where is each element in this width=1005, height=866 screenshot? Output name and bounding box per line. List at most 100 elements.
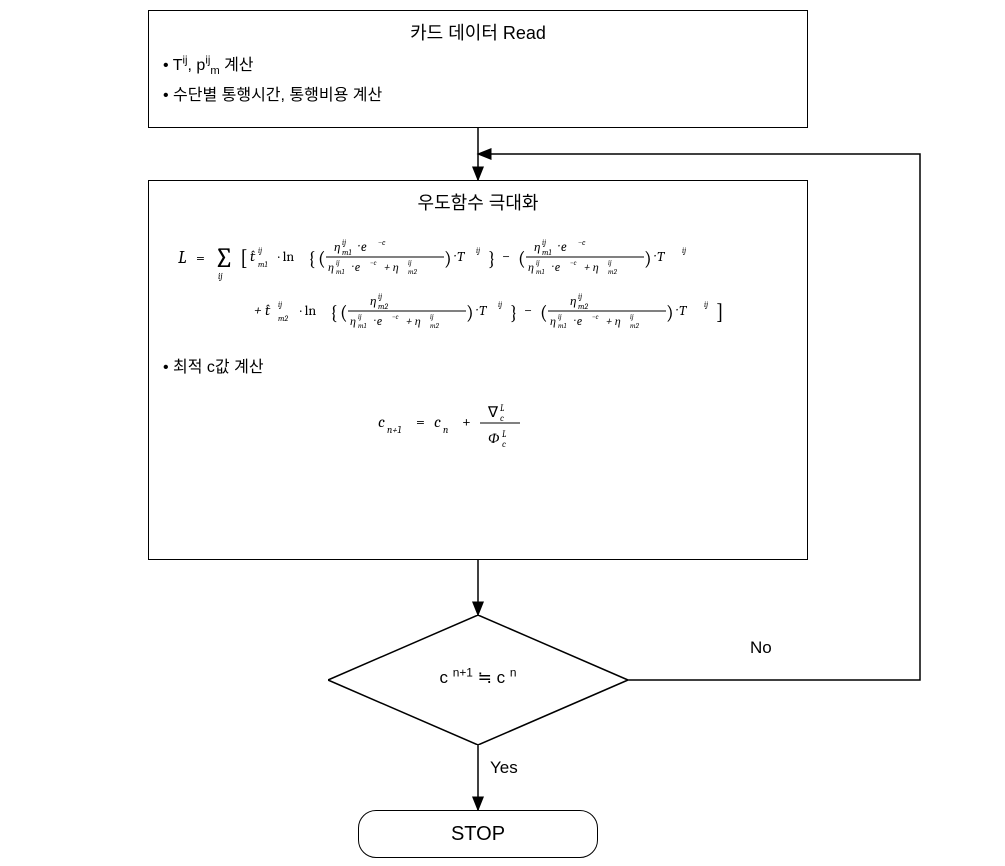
edge-label-no: No	[750, 638, 772, 658]
svg-text:ij: ij	[558, 313, 562, 321]
svg-text:ij: ij	[542, 238, 546, 247]
terminator-stop: STOP	[358, 810, 598, 858]
svg-text:): )	[644, 247, 652, 270]
svg-text:· T: · T	[476, 302, 487, 319]
decision-convergence: c n+1 ≒ c n	[328, 615, 628, 745]
svg-text:∑: ∑	[214, 242, 234, 274]
svg-text:· e: · e	[558, 240, 567, 255]
svg-text:}: }	[510, 301, 518, 324]
box1-bullet-2: 수단별 통행시간, 통행비용 계산	[163, 81, 793, 111]
process-box-read-card-data: 카드 데이터 Read Tij, pijm 계산 수단별 통행시간, 통행비용 …	[148, 10, 808, 128]
svg-text:+ t̂: + t̂	[254, 301, 271, 319]
svg-text:−c: −c	[592, 313, 599, 321]
svg-text:ij: ij	[536, 259, 540, 267]
svg-text:· T: · T	[454, 248, 465, 265]
svg-text:−c: −c	[370, 259, 377, 267]
svg-text:m2: m2	[408, 268, 418, 276]
svg-text:· e: · e	[358, 240, 367, 255]
box1-bullet-1: Tij, pijm 계산	[163, 51, 793, 81]
svg-text:ij: ij	[430, 313, 434, 321]
svg-text:ij: ij	[498, 300, 502, 309]
svg-text:η: η	[328, 260, 334, 274]
svg-text:−c: −c	[570, 259, 577, 267]
svg-text:m1: m1	[336, 268, 345, 276]
svg-text:ij: ij	[336, 259, 340, 267]
svg-text:ij: ij	[378, 292, 382, 301]
svg-text:η: η	[534, 240, 540, 255]
svg-text:+ η: + η	[384, 260, 399, 274]
svg-text:∇: ∇	[487, 403, 499, 421]
decision-label: c n+1 ≒ c n	[328, 668, 628, 688]
box1-bullets: Tij, pijm 계산 수단별 통행시간, 통행비용 계산	[149, 45, 807, 122]
svg-text:L: L	[178, 247, 187, 268]
svg-text:η: η	[570, 294, 576, 309]
svg-text:]: ]	[716, 299, 724, 325]
svg-text:ij: ij	[408, 259, 412, 267]
svg-text:+ η: + η	[606, 314, 621, 328]
svg-text:[: [	[240, 245, 248, 271]
svg-text:ij: ij	[476, 246, 480, 255]
c-update-formula: cn+1=cn+∇LcΦLc	[368, 393, 588, 453]
svg-text:=: =	[416, 413, 425, 431]
svg-text:}: }	[488, 247, 496, 270]
svg-text:t̂: t̂	[250, 247, 256, 265]
svg-text:η: η	[350, 314, 356, 328]
svg-text:· T: · T	[676, 302, 687, 319]
svg-text:m1: m1	[558, 322, 567, 330]
svg-text:−c: −c	[378, 238, 386, 247]
box2-bullet-optimal-c: 최적 c값 계산	[163, 353, 793, 383]
svg-text:ij: ij	[682, 246, 686, 255]
svg-text:m1: m1	[536, 268, 545, 276]
svg-text:η: η	[334, 240, 340, 255]
svg-text:{: {	[308, 247, 316, 270]
svg-text:ij: ij	[704, 300, 708, 309]
svg-text:ij: ij	[218, 272, 223, 282]
svg-text:−: −	[502, 247, 510, 265]
svg-text:m1: m1	[258, 260, 268, 269]
svg-text:c: c	[378, 413, 385, 431]
svg-text:ij: ij	[630, 313, 634, 321]
edge-label-yes: Yes	[490, 758, 518, 778]
svg-text:(: (	[540, 301, 548, 324]
svg-text:c: c	[502, 440, 506, 450]
svg-text:ij: ij	[258, 246, 262, 255]
svg-text:m1: m1	[542, 248, 552, 257]
svg-text:+: +	[462, 413, 471, 431]
box2-title: 우도함수 극대화	[149, 181, 807, 215]
svg-text:): )	[444, 247, 452, 270]
svg-text:η: η	[550, 314, 556, 328]
svg-text:· e: · e	[352, 260, 361, 274]
svg-text:m2: m2	[578, 302, 588, 311]
svg-text:m2: m2	[378, 302, 388, 311]
svg-text:· e: · e	[374, 314, 383, 328]
svg-text:−c: −c	[578, 238, 586, 247]
svg-text:L: L	[500, 404, 505, 414]
svg-text:ij: ij	[278, 300, 282, 309]
likelihood-formula: L=∑ij[t̂ijm1· ln{(ηijm1· e−cηijm1· e−c+ …	[168, 225, 788, 345]
svg-text:m2: m2	[278, 314, 288, 323]
svg-text:η: η	[370, 294, 376, 309]
svg-text:m2: m2	[608, 268, 618, 276]
svg-text:{: {	[330, 301, 338, 324]
svg-text:(: (	[318, 247, 326, 270]
svg-text:m1: m1	[342, 248, 352, 257]
svg-text:Φ: Φ	[488, 429, 500, 447]
svg-text:(: (	[340, 301, 348, 324]
svg-text:ij: ij	[358, 313, 362, 321]
svg-text:−c: −c	[392, 313, 399, 321]
svg-text:· T: · T	[654, 248, 665, 265]
svg-text:m1: m1	[358, 322, 367, 330]
svg-text:n: n	[443, 424, 448, 436]
svg-text:c: c	[434, 413, 441, 431]
box1-title: 카드 데이터 Read	[149, 11, 807, 45]
svg-text:ij: ij	[578, 292, 582, 301]
svg-text:+ η: + η	[406, 314, 421, 328]
svg-text:): )	[466, 301, 474, 324]
svg-text:· e: · e	[574, 314, 583, 328]
svg-text:): )	[666, 301, 674, 324]
svg-text:(: (	[518, 247, 526, 270]
svg-text:=: =	[196, 249, 205, 267]
svg-text:L: L	[502, 430, 507, 440]
process-box-maximize-likelihood: 우도함수 극대화 L=∑ij[t̂ijm1· ln{(ηijm1· e−cηij…	[148, 180, 808, 560]
svg-text:ij: ij	[342, 238, 346, 247]
